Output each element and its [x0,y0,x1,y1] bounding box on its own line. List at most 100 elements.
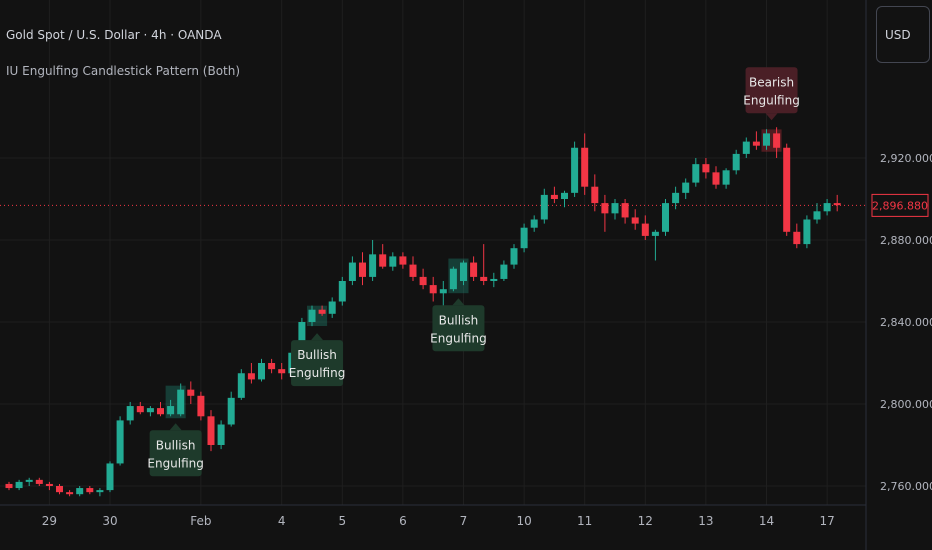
candle-body [631,217,639,224]
candle-body [207,416,215,445]
candle-body [803,219,811,245]
candlesticks [5,127,841,497]
currency-selector[interactable]: USD [876,6,930,63]
candle-body [348,262,356,281]
candle-body [35,479,43,484]
candle-body [692,164,700,183]
candle-body [247,373,255,380]
candle-body [571,147,579,193]
symbol-title[interactable]: Gold Spot / U.S. Dollar · 4h · OANDA [6,28,222,42]
time-tick-label: Feb [190,514,211,528]
label-text: Engulfing [430,331,487,345]
candle-body [157,408,164,415]
candle-body [651,231,659,236]
label-text: Bullish [297,348,337,362]
time-tick-label: 14 [759,514,774,528]
candle-body [217,424,225,445]
candle-body [833,203,841,206]
label-text: Bullish [439,313,479,327]
time-tick-label: 30 [102,514,117,528]
candle-body [66,492,74,495]
candle-body [258,363,265,380]
candle-body [449,268,457,290]
price-axis: 2,760.000 2,800.000 2,840.000 2,880.000 2,92… [871,152,932,493]
candle-body [672,192,680,204]
time-tick-label: 7 [460,514,468,528]
candle-body [783,147,791,232]
candle-body [338,281,346,302]
candle-body [278,369,286,374]
candle-body [136,406,144,413]
label-text: Engulfing [743,93,800,107]
candle-body [561,192,568,199]
candle-body [510,248,518,265]
label-box [745,67,798,114]
time-tick-label: 5 [338,514,346,528]
time-tick-label: 13 [698,514,713,528]
label-pointer [311,333,324,341]
label-text: Bullish [156,438,196,452]
bullish-engulfing-label: Bullish Engulfing [289,333,346,387]
candle-body [116,420,124,464]
time-tick-label: 10 [516,514,531,528]
candle-body [480,276,488,281]
candle-body [56,486,63,493]
last-price-badge [871,193,929,217]
candle-body [187,389,195,396]
candle-body [96,490,104,493]
bullish-engulfing-label: Bullish Engulfing [430,298,487,352]
candle-body [379,254,387,267]
bullish-engulfing-label: Bullish Engulfing [147,423,204,477]
label-text: Bearish [749,75,794,89]
label-pointer [452,298,465,306]
candle-body [662,203,669,232]
candle-body [328,301,336,314]
candle-body [86,488,94,493]
candle-body [45,483,53,486]
candle-body [268,363,276,370]
candle-body [389,256,397,267]
label-text: Engulfing [289,366,346,380]
candle-body [318,309,326,314]
candle-body [308,309,316,322]
price-tick-label: 2,880.000 [880,234,932,247]
candle-body [106,463,114,491]
candle-body [5,483,13,489]
label-box [149,430,202,477]
price-tick-label: 2,840.000 [880,316,932,329]
candle-body [237,373,245,398]
bearish-engulfing-label: Bearish Engulfing [743,67,800,121]
label-pointer [765,113,778,121]
label-pointer [169,423,182,431]
pattern-labels: Bullish Engulfing Bullish Engulfing Bullish E… [147,67,800,477]
candle-body [298,322,306,353]
candle-body [419,276,427,286]
time-tick-label: 6 [399,514,407,528]
candle-body [763,133,770,146]
candle-body [429,285,437,294]
candle-body [520,227,528,249]
candle-body [601,203,609,214]
candle-body [732,153,740,171]
candle-body [399,256,407,265]
time-tick-label: 12 [638,514,653,528]
price-tick-label: 2,800.000 [880,398,932,411]
candle-body [15,481,23,489]
candle-body [752,141,760,146]
indicator-legend[interactable]: IU Engulfing Candlestick Pattern (Both) [6,64,241,78]
time-axis: 29 30 Feb 4 5 6 7 10 11 12 13 14 17 [42,514,835,528]
candle-body [146,408,154,413]
candle-body [621,203,629,218]
candle-body [773,133,781,148]
candle-body [460,262,467,281]
candle-body [581,147,589,187]
grid-lines [0,0,867,550]
candle-body [25,479,33,482]
candle-body [369,254,377,277]
time-tick-label: 11 [577,514,592,528]
candle-body [439,289,447,294]
candle-body [813,211,821,220]
time-tick-label: 4 [278,514,286,528]
time-tick-label: 29 [42,514,57,528]
